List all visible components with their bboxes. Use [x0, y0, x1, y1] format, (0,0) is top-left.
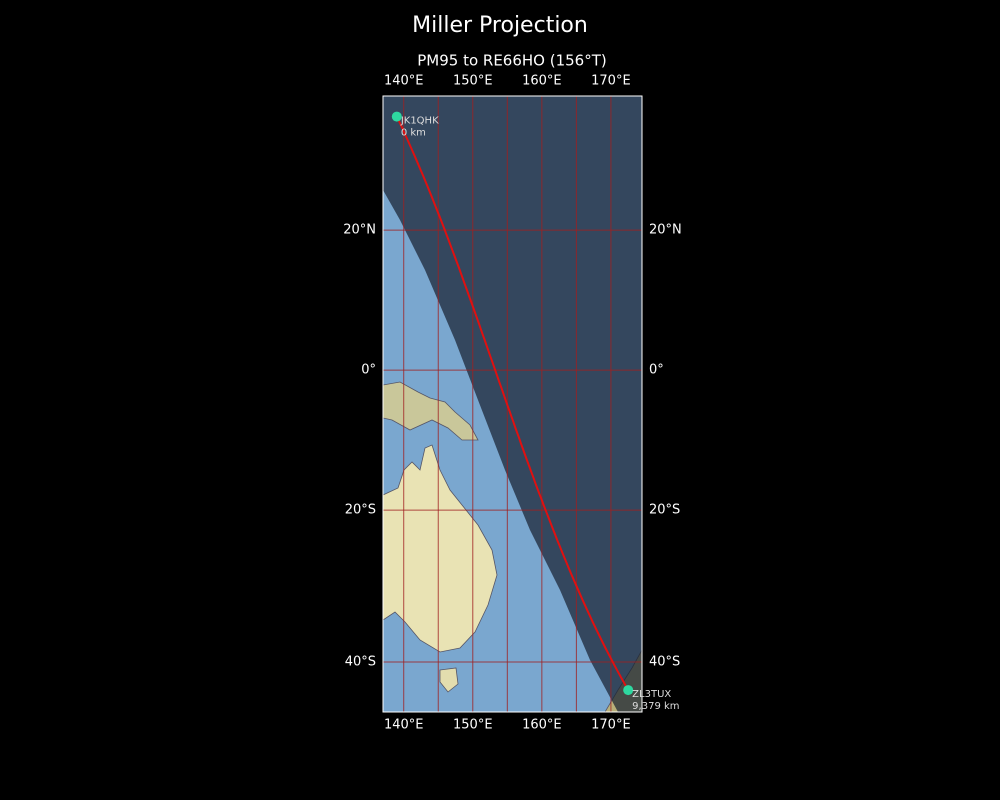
night-shade [383, 96, 642, 712]
lon-label-bottom: 150°E [453, 718, 493, 733]
australia [383, 444, 498, 653]
lat-label-right: 20°S [649, 503, 680, 518]
route-layer [395, 116, 630, 691]
station-distance: 9,379 km [632, 701, 679, 712]
station-marker [623, 685, 634, 696]
map-title: Miller Projection [412, 13, 588, 38]
lat-label-left: 20°N [343, 223, 376, 238]
lon-label-bottom: 160°E [522, 718, 562, 733]
great-circle-path [395, 116, 630, 691]
lon-label-top: 160°E [522, 74, 562, 89]
station-name: ZL3TUX [632, 689, 671, 700]
station-name: JK1QHK [400, 116, 439, 127]
lat-label-left: 20°S [345, 503, 376, 518]
tasmania [439, 667, 459, 693]
lat-label-left: 0° [361, 363, 376, 378]
graticule [383, 96, 642, 712]
lon-label-top: 170°E [591, 74, 631, 89]
map-area [383, 96, 642, 712]
station-distance: 0 km [401, 128, 426, 139]
lon-label-bottom: 140°E [384, 718, 424, 733]
lat-label-right: 20°N [649, 223, 682, 238]
new-guinea [383, 381, 479, 441]
map-subtitle: PM95 to RE66HO (156°T) [417, 52, 607, 70]
map-frame [382, 95, 643, 713]
station-marker [391, 111, 402, 122]
lat-label-right: 40°S [649, 654, 680, 669]
lon-label-top: 140°E [384, 74, 424, 89]
lon-label-bottom: 170°E [591, 718, 631, 733]
lon-label-top: 150°E [453, 74, 493, 89]
labels: 140°E 140°E 150°E 150°E 160°E 160°E 170°E 170°E… [343, 74, 682, 733]
lat-label-left: 40°S [345, 654, 376, 669]
lat-label-right: 0° [649, 363, 664, 378]
